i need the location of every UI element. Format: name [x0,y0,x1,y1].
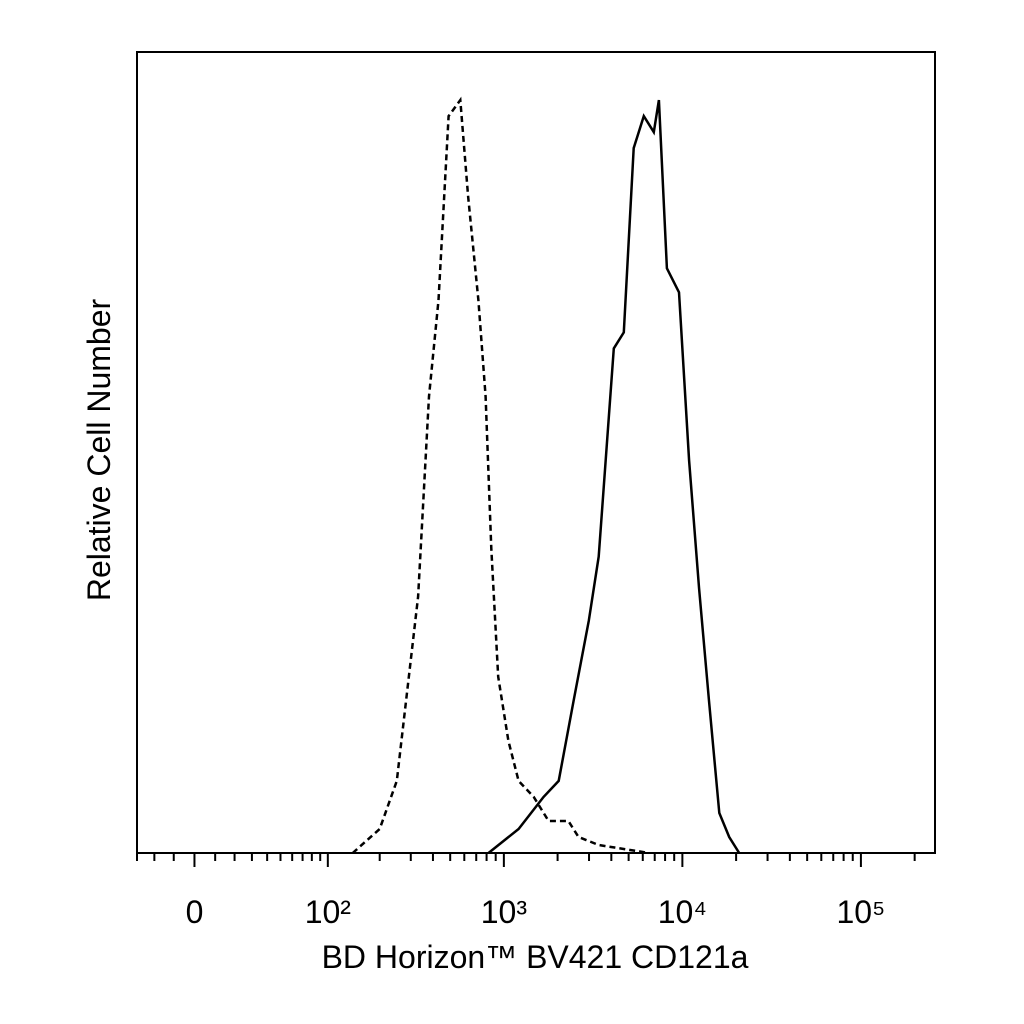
x-tick-label: 10² [305,894,352,930]
x-tick-label: 10⁴ [658,894,707,930]
x-tick-label: 0 [186,894,204,930]
histogram-line [487,99,741,854]
x-tick-label: 10³ [481,894,528,930]
x-tick-label: 10⁵ [836,894,885,930]
x-axis-title: BD Horizon™ BV421 CD121a [322,939,749,975]
histogram-line [351,96,650,855]
y-axis-title: Relative Cell Number [81,298,117,601]
plot-frame [136,51,936,854]
